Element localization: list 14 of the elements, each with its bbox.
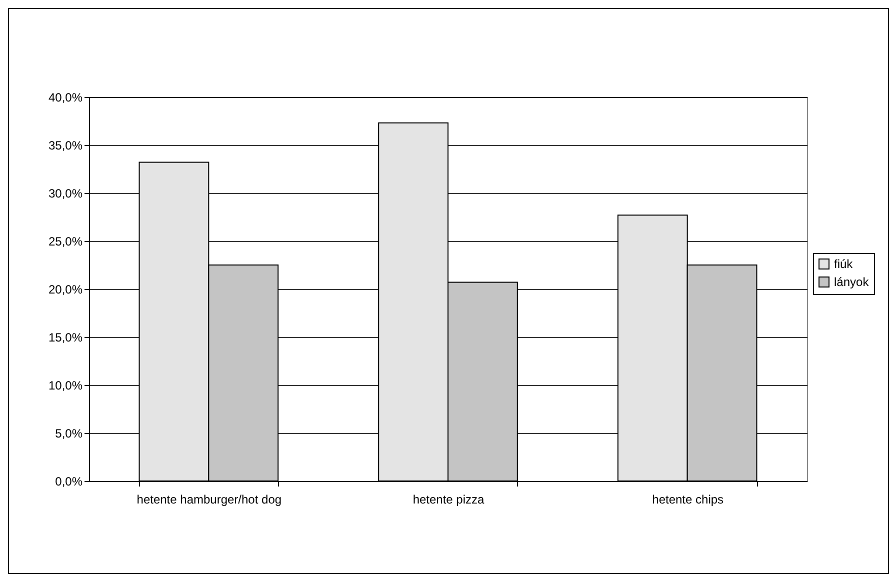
y-tick-label: 25,0% [48, 234, 83, 248]
y-tick-label: 30,0% [48, 186, 83, 200]
y-tick-label: 10,0% [48, 378, 83, 392]
y-tick-label: 0,0% [55, 474, 83, 488]
x-tick-label: hetente pizza [412, 492, 485, 506]
y-tick-label: 15,0% [48, 330, 83, 344]
legend-label: lányok [834, 275, 870, 289]
y-tick-label: 5,0% [55, 426, 83, 440]
x-tick-label: hetente chips [652, 492, 724, 506]
x-tick-label: hetente hamburger/hot dog [136, 492, 282, 506]
legend-label: fiúk [834, 257, 854, 271]
y-tick-label: 40,0% [48, 90, 83, 104]
y-tick-label: 35,0% [48, 138, 83, 152]
y-tick-label: 20,0% [48, 282, 83, 296]
